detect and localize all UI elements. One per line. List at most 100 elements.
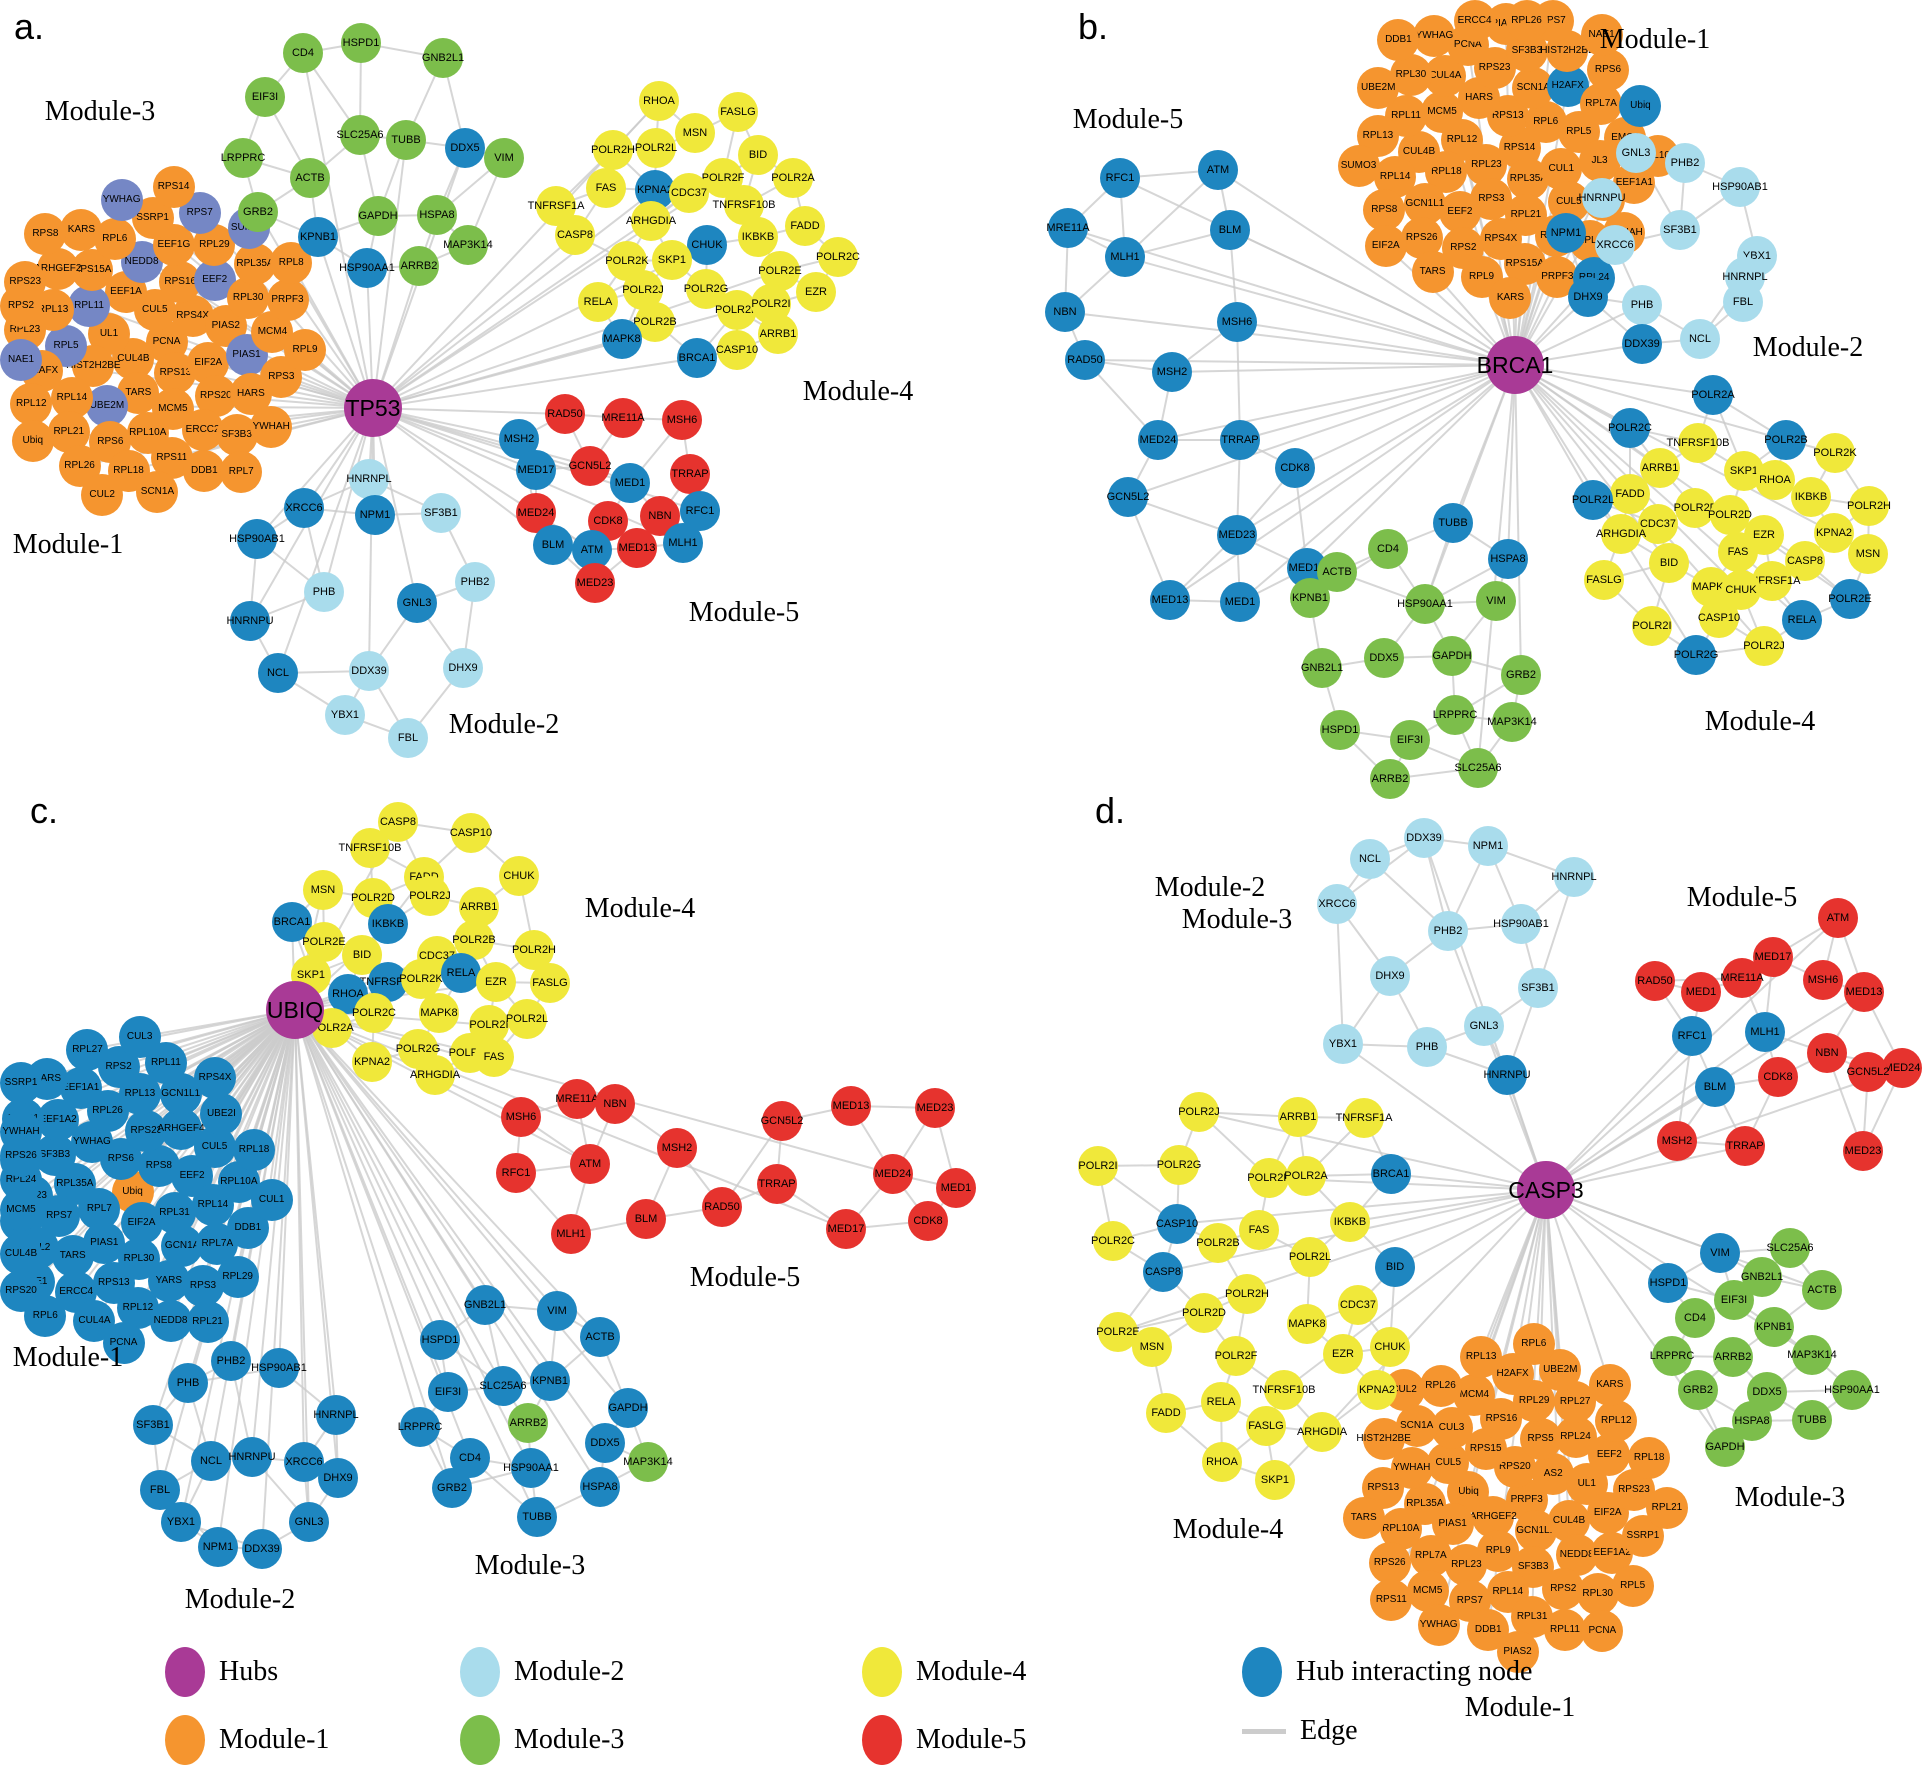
network-node[interactable]: NEDD8 xyxy=(149,1300,192,1343)
network-node[interactable]: TRRAP xyxy=(1725,1126,1765,1166)
network-node[interactable]: UBE2M xyxy=(85,385,128,428)
network-node[interactable]: PCNA xyxy=(1581,1610,1624,1653)
network-node[interactable]: BRCA1 xyxy=(1371,1154,1411,1194)
network-node[interactable]: POLR2D xyxy=(715,290,759,330)
network-node[interactable]: BLM xyxy=(1695,1067,1735,1107)
network-node[interactable]: HSP90AA1 xyxy=(503,1448,559,1488)
network-node[interactable]: FADD xyxy=(1146,1393,1186,1433)
network-node[interactable]: LRPPRC xyxy=(1650,1336,1694,1376)
network-node[interactable]: ARRB1 xyxy=(1278,1097,1318,1137)
network-node[interactable]: ARHGDIA xyxy=(1596,514,1646,554)
network-node[interactable]: POLR2L xyxy=(1289,1237,1331,1277)
network-node[interactable]: GCN5L2 xyxy=(569,446,611,486)
network-node[interactable]: BID xyxy=(1375,1247,1415,1287)
network-node[interactable]: HSP90AA1 xyxy=(1824,1370,1880,1410)
network-node[interactable]: GCN5L2 xyxy=(1847,1052,1889,1092)
network-node[interactable]: MED13 xyxy=(831,1086,871,1126)
network-node[interactable]: BLM xyxy=(533,525,573,565)
network-node[interactable]: POLR2B xyxy=(1764,420,1808,460)
network-node[interactable]: FAS xyxy=(1239,1210,1279,1250)
network-node[interactable]: EZR xyxy=(796,272,836,312)
network-node[interactable]: SLC25A6 xyxy=(336,115,384,155)
network-node[interactable]: EIF3I xyxy=(245,77,285,117)
network-node[interactable]: FAS xyxy=(474,1037,514,1077)
network-node[interactable]: RPL29 xyxy=(216,1256,259,1298)
network-node[interactable]: NBN xyxy=(1045,292,1085,332)
network-node[interactable]: RPL21 xyxy=(186,1301,229,1344)
network-node[interactable]: EIF3I xyxy=(1390,720,1430,760)
network-node[interactable]: MSH6 xyxy=(1803,960,1843,1000)
network-node[interactable]: HNRNPU xyxy=(228,1437,276,1477)
network-node[interactable]: MED13 xyxy=(1150,580,1190,620)
network-node[interactable]: FASLG xyxy=(718,92,758,132)
network-node[interactable]: MSH2 xyxy=(657,1128,697,1168)
network-node[interactable]: FASLG xyxy=(530,963,570,1003)
network-node[interactable]: EZR xyxy=(1323,1334,1363,1374)
network-node[interactable]: ARRB2 xyxy=(508,1403,548,1443)
network-node[interactable]: TARS xyxy=(1342,1497,1385,1540)
network-node[interactable]: FADD xyxy=(785,206,825,246)
network-node[interactable]: LRPPRC xyxy=(398,1407,442,1447)
network-node[interactable]: MRE11A xyxy=(555,1079,599,1119)
network-node[interactable]: RAD50 xyxy=(1065,340,1105,380)
network-node[interactable]: YBX1 xyxy=(161,1502,201,1542)
network-node[interactable]: POLR2C xyxy=(1091,1221,1135,1261)
network-node[interactable]: RPL7 xyxy=(220,450,263,493)
network-node[interactable]: DDX39 xyxy=(1404,818,1444,858)
network-node[interactable]: FAS xyxy=(586,168,626,208)
network-node[interactable]: HSPA8 xyxy=(417,195,457,235)
network-node[interactable]: POLR2I xyxy=(1078,1146,1118,1186)
network-node[interactable]: PHB2 xyxy=(211,1341,251,1381)
network-node[interactable]: HSP90AB1 xyxy=(1712,167,1768,207)
network-node[interactable]: Ubiq xyxy=(1619,85,1662,128)
network-node[interactable]: ARRB2 xyxy=(399,246,439,286)
network-node[interactable]: NBN xyxy=(595,1084,635,1124)
network-node[interactable]: POLR2C xyxy=(816,237,860,277)
network-node[interactable]: SLC25A6 xyxy=(1454,748,1502,788)
network-node[interactable]: DHX9 xyxy=(443,648,483,688)
network-node[interactable]: TNFRSF10B xyxy=(1667,423,1729,463)
network-node[interactable]: ACTB xyxy=(1802,1270,1842,1310)
network-node[interactable]: MSH2 xyxy=(1152,352,1192,392)
network-node[interactable]: RPL11 xyxy=(1543,1609,1586,1652)
network-node[interactable]: POLR2A xyxy=(771,158,815,198)
network-node[interactable]: TNFRSF10B xyxy=(1253,1370,1315,1410)
network-node[interactable]: RELA xyxy=(1782,600,1822,640)
network-node[interactable]: POLR2C xyxy=(1608,408,1652,448)
network-node[interactable]: BID xyxy=(1649,543,1689,583)
network-node[interactable]: RPL18 xyxy=(233,1129,276,1172)
network-node[interactable]: BLM xyxy=(1210,210,1250,250)
network-node[interactable]: EZR xyxy=(476,962,516,1002)
network-node[interactable]: DHX9 xyxy=(1370,956,1410,996)
network-node[interactable]: GRB2 xyxy=(432,1468,472,1508)
network-node[interactable]: VIM xyxy=(1476,581,1516,621)
network-node[interactable]: KARS xyxy=(1588,1364,1631,1407)
network-node[interactable]: MRE11A xyxy=(1046,208,1090,248)
network-node[interactable]: POLR2F xyxy=(1215,1336,1257,1376)
network-node[interactable]: HNRNPU xyxy=(1578,178,1626,218)
network-node[interactable]: NPM1 xyxy=(1546,213,1586,253)
network-node[interactable]: MED24 xyxy=(1138,420,1178,460)
network-node[interactable]: POLR2C xyxy=(352,993,396,1033)
network-node[interactable]: PHB xyxy=(304,572,344,612)
network-node[interactable]: RAD50 xyxy=(702,1187,742,1227)
network-node[interactable]: RPS11 xyxy=(1370,1578,1413,1621)
network-node[interactable]: MSH2 xyxy=(1657,1121,1697,1161)
network-node[interactable]: MED23 xyxy=(915,1088,955,1128)
hub-node[interactable]: TP53 xyxy=(344,379,402,437)
network-node[interactable]: MSN xyxy=(1132,1327,1172,1367)
network-node[interactable]: GNL3 xyxy=(289,1502,329,1542)
network-node[interactable]: CD4 xyxy=(1675,1298,1715,1338)
network-node[interactable]: KPNB1 xyxy=(298,217,338,257)
network-node[interactable]: UBE2M xyxy=(1357,66,1400,109)
network-node[interactable]: RFC1 xyxy=(1100,158,1140,198)
network-node[interactable]: PHB2 xyxy=(1665,143,1705,183)
network-node[interactable]: RPS2 xyxy=(0,285,42,328)
hub-node[interactable]: BRCA1 xyxy=(1477,336,1553,394)
network-node[interactable]: IKBKB xyxy=(738,217,778,257)
network-node[interactable]: POLR2L xyxy=(1572,480,1614,520)
network-node[interactable]: RPL13 xyxy=(1460,1335,1503,1378)
network-node[interactable]: TUBB xyxy=(517,1497,557,1537)
network-node[interactable]: TUBB xyxy=(386,120,426,160)
network-node[interactable]: VIM xyxy=(484,138,524,178)
